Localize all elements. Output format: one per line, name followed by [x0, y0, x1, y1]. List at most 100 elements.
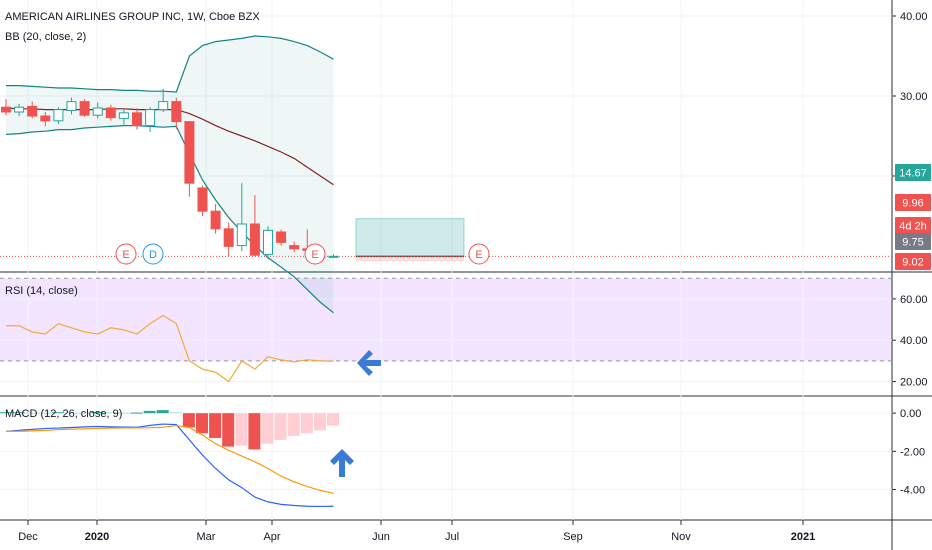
price-tag: 9.02: [895, 253, 931, 270]
macd-line: [5, 423, 334, 508]
forecast-target-zone: [355, 218, 465, 257]
price-tags: 14.67 9.96 4d 2h 9.75 9.02: [895, 164, 931, 270]
price-tag-bg: [895, 194, 931, 211]
bb-upper-line: [6, 35, 334, 93]
arrow-up-icon: [330, 449, 354, 477]
candle-body: [132, 112, 142, 127]
price-tag-bg: [895, 164, 931, 181]
macd-histogram-bar: [248, 413, 261, 450]
candle-body: [1, 106, 11, 113]
macd-histogram-bar: [235, 413, 248, 446]
event-label: E: [475, 249, 482, 261]
candle-body: [27, 105, 38, 117]
time-tick-label: Mar: [197, 531, 216, 543]
candle-body: [40, 115, 51, 122]
candle-body: [79, 101, 90, 116]
macd-histogram-bar: [117, 412, 130, 414]
macd-histogram-bar: [156, 410, 169, 414]
macd-pane: [0, 410, 339, 508]
chart-title: AMERICAN AIRLINES GROUP INC, 1W, Cboe BZ…: [5, 11, 260, 23]
event-label: E: [122, 249, 129, 261]
macd-histogram-bar: [169, 412, 182, 414]
price-tag: 9.75: [895, 233, 931, 250]
time-tick-label: Jul: [445, 531, 459, 543]
price-tag: 9.96: [895, 194, 931, 211]
candle-body: [171, 101, 182, 123]
bb-fill: [6, 36, 334, 313]
price-tag-bg: [895, 233, 931, 250]
macd-histogram-bar: [104, 412, 117, 414]
axes: 40.0030.0020.0060.0040.0020.000.00-2.00-…: [18, 11, 927, 543]
signal-line: [6, 424, 334, 494]
macd-histogram-bar: [313, 413, 326, 431]
candle-body: [197, 187, 208, 212]
macd-histogram-bar: [91, 412, 104, 414]
macd-histogram-bar: [25, 412, 38, 414]
rsi-tick-label: 20.00: [900, 377, 928, 389]
macd-legend: MACD (12, 26, close, 9): [5, 408, 122, 420]
event-marker: D: [142, 243, 164, 265]
candle-body: [145, 109, 156, 127]
macd-histogram-bar: [261, 413, 274, 444]
candle-body: [118, 112, 129, 119]
macd-histogram-bar: [12, 412, 25, 414]
bb-legend: BB (20, close, 2): [5, 31, 86, 43]
rsi-tick-label: 60.00: [900, 294, 928, 306]
event-circle: [142, 243, 164, 265]
candle-body: [263, 229, 273, 255]
event-label: E: [311, 249, 318, 261]
macd-histogram-bar: [300, 413, 313, 434]
candle-body: [223, 228, 234, 247]
candle-body: [14, 106, 25, 113]
time-tick-label: 2020: [85, 531, 109, 543]
event-circle: [304, 243, 326, 265]
rsi-band-fill: [0, 278, 892, 361]
macd-histogram-bar: [51, 412, 64, 414]
candle-body: [328, 255, 339, 258]
time-tick-label: Apr: [263, 531, 280, 543]
candle-body: [105, 107, 116, 119]
price-tag-label: 4d 2h: [899, 221, 927, 233]
event-marker: E: [304, 243, 326, 265]
candle-body: [236, 223, 247, 247]
candle-body: [249, 223, 260, 256]
price-tag: 14.67: [895, 164, 931, 181]
event-label: D: [149, 249, 157, 261]
rsi-legend: RSI (14, close): [5, 285, 78, 297]
candle-body: [289, 245, 300, 250]
macd-tick-label: 0.00: [900, 408, 921, 420]
macd-histogram-bar: [222, 413, 235, 447]
event-marker: E: [468, 243, 490, 265]
macd-histogram-bar: [182, 413, 195, 428]
macd-tick-label: -2.00: [900, 446, 925, 458]
candle-body: [92, 107, 103, 116]
price-tag-bg: [895, 217, 931, 234]
time-tick-label: Nov: [671, 531, 691, 543]
price-tag-bg: [895, 253, 931, 270]
candle-body: [158, 101, 169, 111]
event-circle: [115, 243, 137, 265]
price-pane: [0, 35, 892, 314]
candle-body: [184, 121, 195, 184]
time-tick-label: 2021: [791, 531, 815, 543]
price-tag-label: 9.75: [902, 237, 923, 249]
price-tick-label: 40.00: [900, 11, 928, 23]
price-tag-label: 9.96: [902, 198, 923, 210]
event-circle: [468, 243, 490, 265]
macd-histogram-bar: [274, 413, 287, 440]
candle-body: [276, 231, 287, 243]
macd-histogram-bar: [196, 413, 208, 434]
macd-histogram-bar: [130, 412, 143, 414]
macd-histogram-bar: [38, 412, 51, 414]
bb-lower-line: [5, 125, 334, 314]
macd-histogram-bar: [143, 410, 156, 414]
macd-histogram-bar: [78, 412, 91, 414]
macd-histogram-bar: [0, 412, 12, 414]
rsi-line: [6, 314, 334, 383]
price-tick-label: 30.00: [900, 91, 928, 103]
time-tick-label: Sep: [563, 531, 583, 543]
macd-histogram-bar: [209, 413, 222, 438]
